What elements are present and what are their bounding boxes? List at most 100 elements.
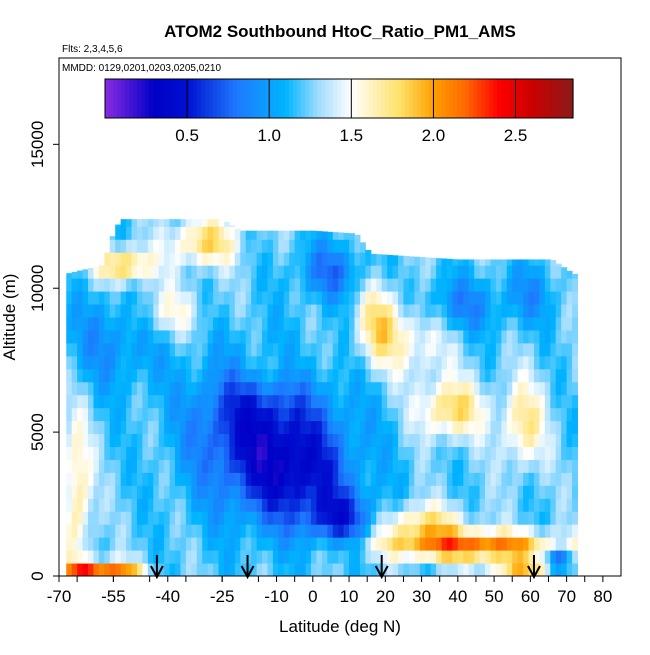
heatmap-cell bbox=[218, 394, 225, 409]
heatmap-cell bbox=[142, 219, 149, 227]
heatmap-cell bbox=[365, 420, 372, 435]
heatmap-cell bbox=[316, 304, 323, 318]
heatmap-cell bbox=[136, 368, 143, 383]
heatmap-cell bbox=[349, 317, 356, 331]
heatmap-cell bbox=[267, 433, 274, 447]
heatmap-cell bbox=[430, 511, 437, 525]
heatmap-cell bbox=[544, 433, 551, 447]
heatmap-cell bbox=[419, 433, 426, 447]
heatmap-cell bbox=[332, 394, 339, 409]
heatmap-cell bbox=[283, 381, 290, 396]
heatmap-cell bbox=[468, 259, 475, 266]
heatmap-cell bbox=[98, 304, 105, 318]
heatmap-cell bbox=[223, 433, 230, 447]
heatmap-cell bbox=[245, 511, 252, 525]
heatmap-cell bbox=[528, 537, 535, 551]
heatmap-cell bbox=[267, 498, 274, 512]
heatmap-cell bbox=[169, 355, 176, 370]
heatmap-cell bbox=[468, 524, 475, 538]
heatmap-cell bbox=[153, 239, 160, 253]
heatmap-cell bbox=[550, 291, 557, 305]
heatmap-cell bbox=[93, 511, 100, 525]
heatmap-cell bbox=[289, 239, 296, 253]
heatmap-cell bbox=[207, 381, 214, 396]
heatmap-cell bbox=[506, 459, 513, 473]
heatmap-cell bbox=[354, 329, 361, 344]
heatmap-cell bbox=[278, 563, 285, 577]
heatmap-cell bbox=[158, 239, 165, 253]
heatmap-cell bbox=[523, 368, 530, 383]
heatmap-cell bbox=[120, 381, 127, 396]
heatmap-cell bbox=[278, 329, 285, 344]
heatmap-cell bbox=[446, 446, 453, 460]
heatmap-cell bbox=[164, 433, 171, 447]
heatmap-cell bbox=[229, 524, 236, 538]
heatmap-cell bbox=[474, 278, 481, 292]
heatmap-cell bbox=[425, 459, 432, 473]
heatmap-cell bbox=[305, 265, 312, 279]
heatmap-cell bbox=[289, 498, 296, 512]
heatmap-cell bbox=[512, 459, 519, 473]
heatmap-cell bbox=[528, 446, 535, 460]
heatmap-cell bbox=[349, 446, 356, 460]
heatmap-cell bbox=[93, 446, 100, 460]
heatmap-cell bbox=[169, 511, 176, 525]
heatmap-cell bbox=[343, 304, 350, 318]
heatmap-cell bbox=[495, 381, 502, 396]
heatmap-cell bbox=[419, 291, 426, 305]
heatmap-cell bbox=[425, 407, 432, 422]
heatmap-cell bbox=[517, 278, 524, 292]
heatmap-cell bbox=[71, 368, 78, 383]
heatmap-cell bbox=[425, 368, 432, 383]
colorbar-segment bbox=[473, 79, 478, 118]
heatmap-cell bbox=[555, 263, 562, 266]
heatmap-cell bbox=[185, 329, 192, 344]
heatmap-cell bbox=[126, 472, 133, 486]
heatmap-cell bbox=[234, 472, 241, 486]
heatmap-cell bbox=[533, 329, 540, 344]
heatmap-cell bbox=[572, 472, 578, 486]
heatmap-cell bbox=[343, 381, 350, 396]
heatmap-cell bbox=[169, 537, 176, 551]
heatmap-cell bbox=[278, 537, 285, 551]
heatmap-cell bbox=[196, 278, 203, 292]
heatmap-cell bbox=[251, 329, 258, 344]
heatmap-cell bbox=[71, 472, 78, 486]
colorbar-segment bbox=[293, 79, 298, 118]
heatmap-cell bbox=[245, 498, 252, 512]
heatmap-cell bbox=[359, 394, 366, 409]
heatmap-cell bbox=[153, 219, 160, 227]
heatmap-cell bbox=[392, 317, 399, 331]
heatmap-cell bbox=[392, 304, 399, 318]
heatmap-cell bbox=[523, 259, 530, 266]
heatmap-cell bbox=[131, 537, 138, 551]
heatmap-cell bbox=[126, 511, 133, 525]
heatmap-cell bbox=[213, 498, 220, 512]
heatmap-cell bbox=[533, 459, 540, 473]
colorbar-segment bbox=[381, 79, 386, 118]
heatmap-cell bbox=[332, 472, 339, 486]
heatmap-cell bbox=[533, 291, 540, 305]
heatmap-cell bbox=[474, 317, 481, 331]
heatmap-cell bbox=[354, 394, 361, 409]
heatmap-cell bbox=[104, 537, 111, 551]
heatmap-cell bbox=[262, 407, 268, 422]
heatmap-cell bbox=[419, 342, 426, 357]
heatmap-cell bbox=[142, 278, 149, 292]
heatmap-cell bbox=[419, 381, 426, 396]
heatmap-cell bbox=[327, 563, 334, 577]
heatmap-cell bbox=[256, 524, 263, 538]
heatmap-cell bbox=[457, 342, 464, 357]
dates-subtitle: MMDD: 0129,0201,0203,0205,0210 bbox=[62, 63, 221, 74]
heatmap-cell bbox=[180, 563, 187, 577]
heatmap-cell bbox=[338, 420, 345, 435]
heatmap-cell bbox=[131, 278, 138, 292]
heatmap-cell bbox=[234, 317, 241, 331]
heatmap-cell bbox=[278, 317, 285, 331]
heatmap-cell bbox=[446, 329, 453, 344]
heatmap-cell bbox=[175, 394, 181, 409]
heatmap-cell bbox=[327, 231, 334, 240]
heatmap-cell bbox=[126, 459, 133, 473]
heatmap-cell bbox=[425, 472, 432, 486]
heatmap-cell bbox=[408, 472, 415, 486]
